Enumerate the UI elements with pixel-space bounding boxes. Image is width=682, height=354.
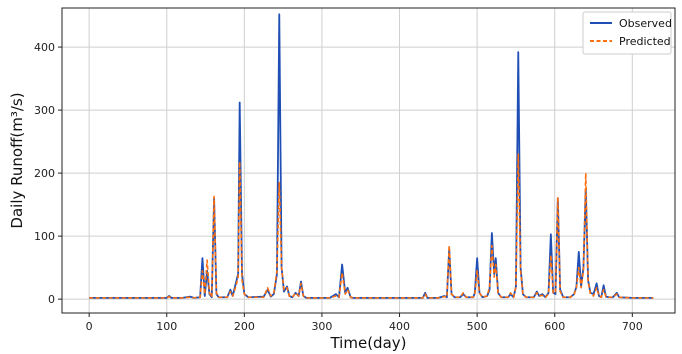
x-tick-label: 0 bbox=[86, 320, 93, 333]
x-tick-label: 200 bbox=[234, 320, 255, 333]
x-tick-label: 700 bbox=[622, 320, 643, 333]
grid-lines bbox=[62, 8, 675, 313]
legend-label-observed: Observed bbox=[619, 17, 672, 30]
x-tick-label: 500 bbox=[467, 320, 488, 333]
legend: Observed Predicted bbox=[582, 11, 672, 55]
y-tick-label: 200 bbox=[34, 167, 55, 180]
y-tick-label: 300 bbox=[34, 104, 55, 117]
x-tick-label: 300 bbox=[311, 320, 332, 333]
series-line-predicted bbox=[89, 153, 654, 299]
y-axis-label: Daily Runoff(m³/s) bbox=[8, 92, 26, 228]
tick-labels: 0 100 200 300 400 500 600 700 0 100 200 300 400 bbox=[34, 41, 643, 333]
x-tick-label: 600 bbox=[544, 320, 565, 333]
legend-label-predicted: Predicted bbox=[619, 35, 671, 48]
plot-frame bbox=[61, 7, 676, 314]
y-tick-label: 0 bbox=[48, 293, 55, 306]
y-tick-label: 100 bbox=[34, 230, 55, 243]
x-tick-label: 100 bbox=[156, 320, 177, 333]
y-tick-label: 400 bbox=[34, 41, 55, 54]
x-tick-label: 400 bbox=[389, 320, 410, 333]
series-layer bbox=[89, 13, 654, 299]
x-axis-label: Time(day) bbox=[329, 334, 406, 352]
